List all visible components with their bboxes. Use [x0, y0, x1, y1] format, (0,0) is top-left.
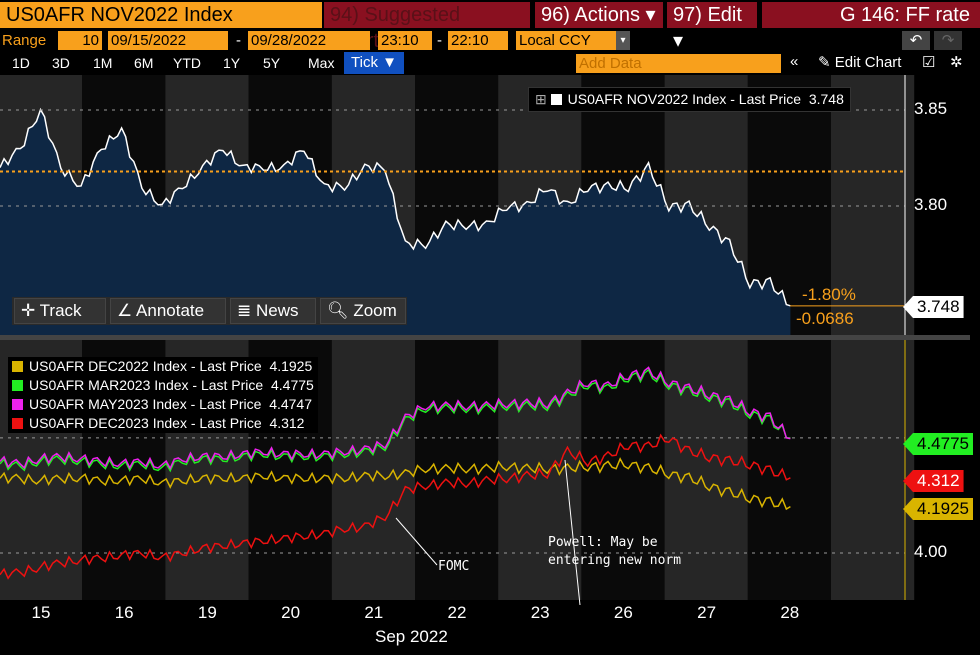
- x-tick-label: 15: [31, 603, 51, 622]
- dec22-price-tag: 4.1925: [903, 498, 973, 520]
- x-axis-month: Sep 2022: [375, 627, 448, 646]
- period-ytd[interactable]: YTD: [173, 55, 201, 71]
- series-line-dec22: [0, 457, 791, 511]
- x-tick-label: 16: [114, 603, 134, 622]
- change-percent: -1.80%: [802, 285, 856, 304]
- track-label: Track: [39, 301, 82, 320]
- series-line-dec23: [0, 433, 791, 580]
- page-title: G 146: FF rate: [762, 2, 980, 28]
- undo-icon[interactable]: ↶: [902, 31, 930, 50]
- price-area: [0, 109, 791, 335]
- series-line-mar23: [0, 368, 791, 473]
- zoom-button[interactable]: 🔍︎ Zoom: [320, 298, 406, 324]
- x-tick-label: 28: [780, 603, 800, 622]
- end-time[interactable]: 22:10: [448, 31, 508, 50]
- mar23-price-tag: 4.4775: [903, 433, 973, 455]
- legend-value: 4.312: [269, 415, 305, 431]
- legend-swatch: [550, 94, 562, 105]
- end-date[interactable]: 09/28/2022: [248, 31, 370, 50]
- x-tick-label: 21: [364, 603, 384, 622]
- annotate-label: Annotate: [136, 301, 205, 320]
- currency-select[interactable]: Local CCY: [516, 31, 616, 50]
- security-field[interactable]: US0AFR NOV2022 Index: [0, 2, 322, 28]
- period-6m[interactable]: 6M: [134, 55, 154, 71]
- price-line: [0, 107, 791, 307]
- legend-swatch: [12, 399, 23, 410]
- actions-menu[interactable]: 96) Actions ▾: [535, 2, 663, 28]
- legend-label: US0AFR DEC2023 Index - Last Price: [29, 415, 262, 431]
- x-tick-label: 23: [530, 603, 550, 622]
- tick-select[interactable]: Tick ▼: [344, 52, 404, 74]
- legend-item: US0AFR DEC2022 Index - Last Price 4.1925: [12, 357, 314, 376]
- edit-chart-button[interactable]: ✎ Edit Chart: [818, 53, 901, 71]
- expand-icon[interactable]: ⊞: [535, 91, 547, 107]
- y-tick-400: 4.00: [914, 542, 948, 561]
- add-data-input[interactable]: Add Data: [576, 54, 781, 73]
- legend-value: 4.4747: [269, 396, 313, 412]
- legend-item: US0AFR DEC2023 Index - Last Price 4.312: [12, 414, 314, 433]
- edit-menu[interactable]: 97) Edit ▾: [667, 2, 757, 52]
- powell-arrow: [564, 459, 581, 605]
- chart-svg[interactable]: [0, 75, 980, 605]
- x-tick-label: 27: [697, 603, 717, 622]
- x-tick-label: 26: [613, 603, 633, 622]
- news-label: News: [255, 301, 299, 320]
- x-tick-label: 20: [281, 603, 301, 622]
- period-max[interactable]: Max: [308, 55, 335, 71]
- panel-divider: [0, 335, 970, 340]
- legend-label: US0AFR DEC2022 Index - Last Price: [29, 358, 262, 374]
- period-1m[interactable]: 1M: [93, 55, 113, 71]
- redo-icon[interactable]: ↷: [934, 31, 962, 50]
- start-time[interactable]: 23:10: [378, 31, 432, 50]
- news-button[interactable]: ≣ News: [230, 298, 316, 324]
- legend-swatch: [12, 418, 23, 429]
- pencil-icon: ✎: [818, 54, 831, 71]
- range-count[interactable]: 10: [58, 31, 102, 50]
- legend-label: US0AFR MAR2023 Index - Last Price: [29, 377, 264, 393]
- date-dash: -: [236, 32, 241, 49]
- annotate-button[interactable]: ∠ Annotate: [110, 298, 226, 324]
- collapse-icon[interactable]: «: [790, 53, 799, 70]
- checklist-icon[interactable]: ☑: [922, 54, 936, 71]
- last-price-tag: 3.748: [903, 296, 964, 318]
- period-1y[interactable]: 1Y: [223, 55, 241, 71]
- start-date[interactable]: 09/15/2022: [108, 31, 228, 50]
- fomc-annotation: FOMC: [438, 559, 470, 574]
- change-abs: -0.0686: [796, 309, 854, 328]
- legend-label: US0AFR NOV2022 Index - Last Price: [567, 91, 802, 107]
- lower-legend: US0AFR DEC2022 Index - Last Price 4.1925…: [8, 357, 318, 433]
- powell-annotation: Powell: May be entering new norm: [548, 535, 682, 568]
- period-3d[interactable]: 3D: [52, 55, 70, 71]
- legend-item: US0AFR MAR2023 Index - Last Price 4.4775: [12, 376, 314, 395]
- zoom-label: Zoom: [353, 301, 397, 320]
- series-line-may23: [0, 366, 791, 471]
- suggested-charts-button[interactable]: 94) Suggested Charts: [324, 2, 530, 52]
- legend-value: 3.748: [808, 91, 844, 107]
- legend-value: 4.1925: [269, 358, 313, 374]
- period-1d[interactable]: 1D: [12, 55, 30, 71]
- legend-value: 4.4775: [271, 377, 314, 393]
- legend-swatch: [12, 361, 23, 372]
- upper-legend: ⊞ US0AFR NOV2022 Index - Last Price 3.74…: [528, 87, 851, 112]
- gear-icon[interactable]: ✲: [950, 54, 963, 71]
- range-label: Range: [2, 32, 47, 49]
- legend-label: US0AFR MAY2023 Index - Last Price: [29, 396, 262, 412]
- fomc-arrow: [395, 517, 438, 566]
- period-5y[interactable]: 5Y: [263, 55, 281, 71]
- y-tick-385: 3.85: [914, 99, 948, 118]
- edit-chart-label: Edit Chart: [834, 54, 902, 71]
- legend-swatch: [12, 380, 23, 391]
- track-button[interactable]: ✛ Track: [14, 298, 106, 324]
- x-tick-label: 22: [447, 603, 467, 622]
- dec23-price-tag: 4.312: [903, 470, 964, 492]
- legend-item: US0AFR MAY2023 Index - Last Price 4.4747: [12, 395, 314, 414]
- currency-dropdown-icon[interactable]: ▾: [616, 31, 630, 50]
- time-dash: -: [437, 32, 442, 49]
- y-tick-380: 3.80: [914, 195, 948, 214]
- x-tick-label: 19: [197, 603, 217, 622]
